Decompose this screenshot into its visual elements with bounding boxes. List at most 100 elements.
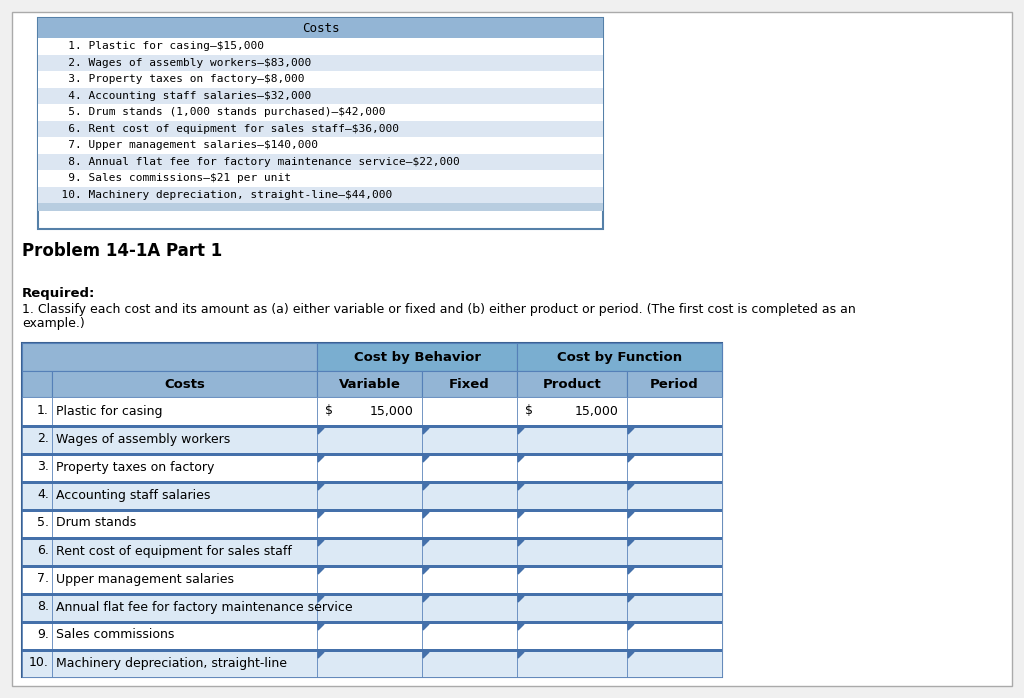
Text: 5. Drum stands (1,000 stands purchased)—$42,000: 5. Drum stands (1,000 stands purchased)—… (48, 107, 385, 117)
Polygon shape (628, 596, 634, 602)
Polygon shape (628, 456, 634, 462)
Bar (627, 397, 722, 425)
Bar (22, 621, 52, 649)
Polygon shape (518, 484, 524, 490)
Bar (627, 481, 722, 509)
Polygon shape (628, 652, 634, 658)
Text: 6. Rent cost of equipment for sales staff—$36,000: 6. Rent cost of equipment for sales staf… (48, 124, 399, 134)
Bar (22, 343, 317, 371)
Text: Annual flat fee for factory maintenance service: Annual flat fee for factory maintenance … (56, 600, 352, 614)
Bar (422, 593, 517, 621)
Bar (52, 481, 317, 509)
Text: 1. Classify each cost and its amount as (a) either variable or fixed and (b) eit: 1. Classify each cost and its amount as … (22, 302, 856, 315)
Bar (22, 481, 722, 484)
Polygon shape (318, 652, 324, 658)
Polygon shape (628, 484, 634, 490)
Bar (627, 453, 722, 481)
Polygon shape (318, 512, 324, 518)
Bar (38, 38, 603, 54)
Text: 15,000: 15,000 (370, 405, 414, 417)
Bar (627, 425, 722, 453)
Text: Plastic for casing: Plastic for casing (56, 405, 163, 417)
Text: example.): example.) (22, 318, 85, 330)
Polygon shape (423, 484, 429, 490)
Polygon shape (628, 540, 634, 546)
Text: 8.: 8. (37, 600, 49, 614)
Bar (517, 481, 627, 509)
Polygon shape (423, 624, 429, 630)
Text: 9. Sales commissions—$21 per unit: 9. Sales commissions—$21 per unit (48, 173, 291, 184)
Bar (317, 397, 422, 425)
Bar (627, 621, 722, 649)
Bar (38, 87, 603, 104)
Text: 10.: 10. (29, 657, 49, 669)
Bar (22, 371, 52, 397)
Text: Drum stands: Drum stands (56, 517, 136, 530)
Text: Period: Period (650, 378, 698, 390)
Polygon shape (518, 652, 524, 658)
Bar (627, 371, 722, 397)
Polygon shape (518, 568, 524, 574)
Polygon shape (318, 540, 324, 546)
Bar (422, 481, 517, 509)
Text: 4.: 4. (37, 489, 49, 501)
Polygon shape (318, 456, 324, 462)
Polygon shape (518, 596, 524, 602)
Bar (317, 425, 422, 453)
Bar (422, 565, 517, 593)
Polygon shape (518, 540, 524, 546)
Bar (22, 453, 52, 481)
Polygon shape (423, 568, 429, 574)
Polygon shape (423, 540, 429, 546)
Bar (22, 621, 722, 624)
Text: 1. Plastic for casing—$15,000: 1. Plastic for casing—$15,000 (48, 41, 264, 51)
Bar (38, 203, 603, 211)
Polygon shape (628, 624, 634, 630)
Bar (38, 170, 603, 186)
Bar (38, 18, 603, 229)
Bar (422, 425, 517, 453)
Bar (52, 537, 317, 565)
Bar (317, 537, 422, 565)
Text: 10. Machinery depreciation, straight-line—$44,000: 10. Machinery depreciation, straight-lin… (48, 190, 392, 200)
Text: 7. Upper management salaries—$140,000: 7. Upper management salaries—$140,000 (48, 140, 318, 150)
Bar (517, 453, 627, 481)
Polygon shape (423, 456, 429, 462)
Bar (517, 649, 627, 677)
Bar (422, 649, 517, 677)
Bar (52, 565, 317, 593)
Text: $: $ (325, 405, 333, 417)
Text: Upper management salaries: Upper management salaries (56, 572, 234, 586)
Bar (317, 371, 422, 397)
Bar (422, 397, 517, 425)
Text: 9.: 9. (37, 628, 49, 641)
Bar (317, 649, 422, 677)
Polygon shape (423, 512, 429, 518)
Bar (22, 453, 722, 456)
Text: 1.: 1. (37, 405, 49, 417)
Bar (38, 18, 603, 38)
Bar (517, 621, 627, 649)
Text: Cost by Behavior: Cost by Behavior (353, 350, 480, 364)
Text: 15,000: 15,000 (575, 405, 618, 417)
Bar (422, 537, 517, 565)
Bar (627, 593, 722, 621)
Bar (52, 425, 317, 453)
Bar (317, 593, 422, 621)
Bar (52, 621, 317, 649)
Bar (517, 371, 627, 397)
Text: 6.: 6. (37, 544, 49, 558)
Text: Property taxes on factory: Property taxes on factory (56, 461, 214, 473)
Bar (22, 565, 722, 568)
Bar (517, 397, 627, 425)
Bar (22, 537, 722, 540)
Bar (317, 621, 422, 649)
Polygon shape (318, 428, 324, 434)
Bar (38, 154, 603, 170)
Polygon shape (423, 652, 429, 658)
Polygon shape (518, 428, 524, 434)
Bar (517, 343, 722, 371)
Bar (517, 537, 627, 565)
Bar (22, 425, 722, 428)
Bar (517, 593, 627, 621)
